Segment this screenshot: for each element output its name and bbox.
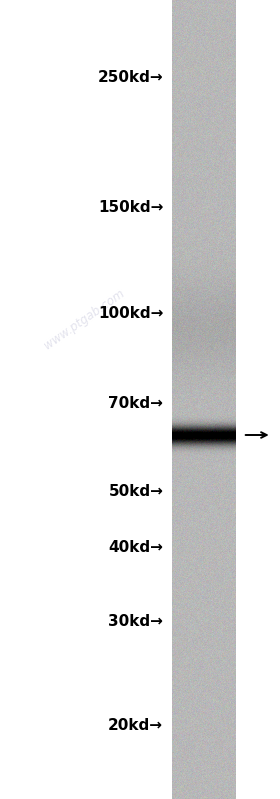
Text: 250kd→: 250kd→ xyxy=(97,70,163,85)
Text: 20kd→: 20kd→ xyxy=(108,718,163,733)
Text: www.ptgab.com: www.ptgab.com xyxy=(41,287,127,352)
Text: 100kd→: 100kd→ xyxy=(98,305,163,320)
Text: 40kd→: 40kd→ xyxy=(108,540,163,555)
Text: 70kd→: 70kd→ xyxy=(108,396,163,411)
Text: 50kd→: 50kd→ xyxy=(108,483,163,499)
Text: 30kd→: 30kd→ xyxy=(108,614,163,630)
Text: 150kd→: 150kd→ xyxy=(98,201,163,216)
